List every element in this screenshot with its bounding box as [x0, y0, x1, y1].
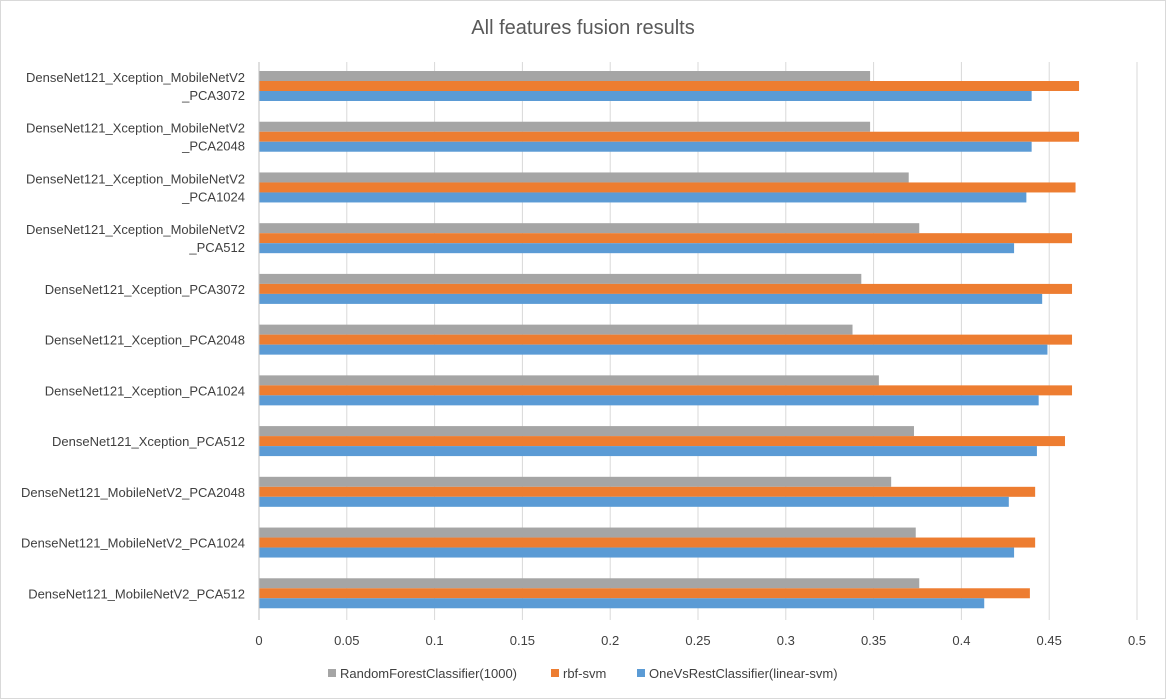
category-label: _PCA2048	[181, 139, 245, 154]
bar	[259, 71, 871, 81]
x-tick-labels: 0 0.05 0.1 0.15 0.2 0.25 0.3 0.35 0.4 0.45 0.5	[255, 633, 1146, 648]
bar	[259, 395, 1039, 406]
bar	[259, 578, 920, 589]
bar	[259, 233, 1073, 244]
bar	[259, 527, 916, 538]
bar	[259, 91, 1032, 101]
x-tick-label: 0.1	[426, 633, 444, 648]
x-tick-label: 0.25	[685, 633, 710, 648]
legend: RandomForestClassifier(1000) rbf-svm OneVs…	[328, 666, 838, 681]
x-tick-label: 0.05	[334, 633, 359, 648]
bar	[259, 172, 909, 183]
legend-swatch	[637, 669, 645, 677]
category-label: _PCA1024	[181, 189, 245, 204]
x-tick-label: 0	[255, 633, 262, 648]
bar	[259, 243, 1015, 254]
bar	[259, 334, 1073, 345]
bar	[259, 446, 1037, 457]
bar	[259, 182, 1076, 193]
category-label: DenseNet121_Xception_PCA3072	[45, 282, 245, 297]
category-label: DenseNet121_Xception_MobileNetV2	[26, 171, 245, 186]
bar	[259, 537, 1036, 548]
category-label: DenseNet121_MobileNetV2_PCA512	[28, 586, 245, 601]
legend-label: RandomForestClassifier(1000)	[340, 666, 517, 681]
bar	[259, 598, 985, 609]
bar	[259, 141, 1032, 152]
x-tick-label: 0.3	[777, 633, 795, 648]
category-label: DenseNet121_Xception_PCA1024	[45, 383, 245, 398]
x-tick-label: 0.2	[601, 633, 619, 648]
bar	[259, 131, 1080, 142]
category-label: DenseNet121_MobileNetV2_PCA1024	[21, 536, 245, 551]
legend-label: OneVsRestClassifier(linear-svm)	[649, 666, 838, 681]
bar	[259, 588, 1030, 599]
category-label: _PCA3072	[181, 88, 245, 103]
category-label: _PCA512	[188, 240, 245, 255]
bar	[259, 121, 871, 132]
bars	[259, 71, 1080, 609]
bar	[259, 547, 1015, 558]
category-label: DenseNet121_Xception_PCA2048	[45, 333, 245, 348]
bar	[259, 273, 862, 284]
x-tick-label: 0.35	[861, 633, 886, 648]
bar	[259, 486, 1036, 497]
chart-title: All features fusion results	[471, 17, 694, 39]
bar	[259, 283, 1073, 294]
bar	[259, 426, 914, 437]
bar	[259, 476, 892, 487]
category-label: DenseNet121_Xception_MobileNetV2	[26, 121, 245, 136]
legend-swatch	[328, 669, 336, 677]
x-tick-label: 0.15	[510, 633, 535, 648]
x-tick-label: 0.5	[1128, 633, 1146, 648]
category-label: DenseNet121_Xception_PCA512	[52, 434, 245, 449]
x-tick-label: 0.4	[952, 633, 970, 648]
legend-swatch	[551, 669, 559, 677]
bar	[259, 496, 1009, 507]
bar	[259, 436, 1066, 447]
category-label: DenseNet121_Xception_MobileNetV2	[26, 70, 245, 85]
legend-label: rbf-svm	[563, 666, 606, 681]
category-label: DenseNet121_MobileNetV2_PCA2048	[21, 485, 245, 500]
bar	[259, 192, 1027, 203]
category-labels: DenseNet121_Xception_MobileNetV2 _PCA3072…	[21, 70, 245, 601]
bar	[259, 375, 879, 386]
bar	[259, 324, 853, 335]
bar	[259, 344, 1048, 355]
bar	[259, 293, 1043, 304]
category-label: DenseNet121_Xception_MobileNetV2	[26, 222, 245, 237]
x-tick-label: 0.45	[1037, 633, 1062, 648]
bar	[259, 223, 920, 234]
bar	[259, 385, 1073, 396]
bar	[259, 81, 1080, 91]
